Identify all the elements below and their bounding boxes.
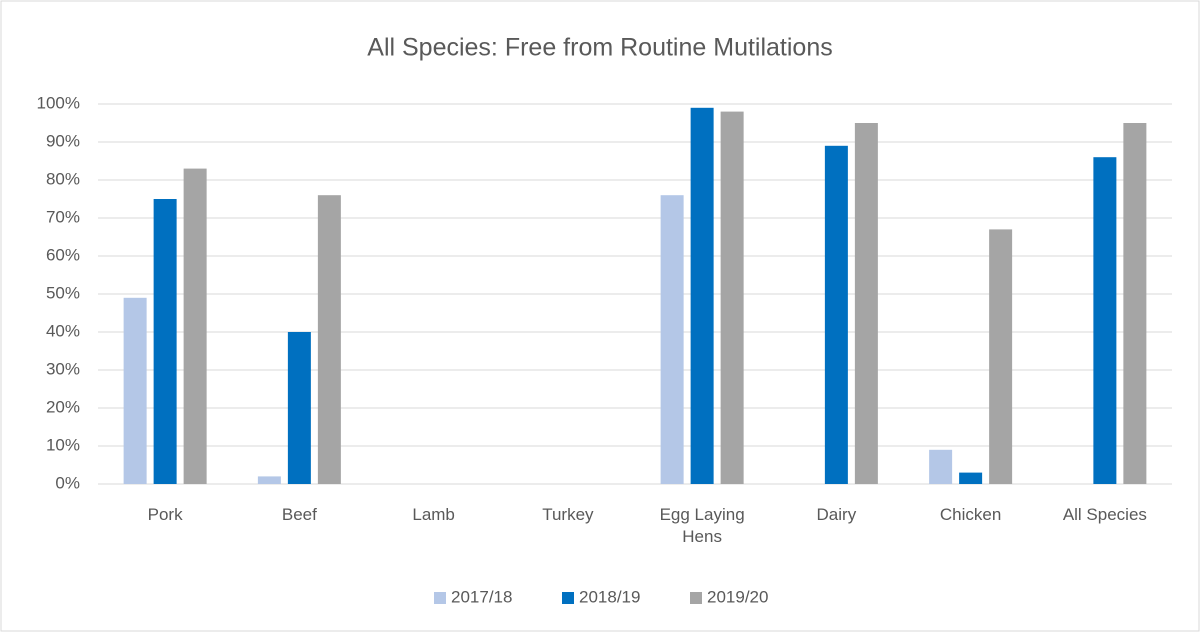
y-tick-label: 70% <box>46 207 80 226</box>
bar <box>959 472 983 484</box>
chart-title: All Species: Free from Routine Mutilatio… <box>367 34 832 62</box>
bar <box>929 449 953 484</box>
bar <box>317 195 341 484</box>
x-tick-label: Egg Laying Hens <box>659 505 745 546</box>
x-tick-label: Beef <box>281 505 317 524</box>
y-tick-label: 20% <box>46 397 80 416</box>
bar <box>153 199 177 484</box>
bar <box>854 123 878 484</box>
bar <box>1123 123 1147 484</box>
legend-swatch <box>690 592 702 604</box>
y-tick-label: 0% <box>55 473 80 492</box>
bar <box>123 297 147 484</box>
legend-label: 2018/19 <box>579 587 640 606</box>
bar <box>660 195 684 484</box>
bar <box>287 332 311 484</box>
bar <box>257 476 281 484</box>
x-tick-label: Dairy <box>816 505 857 524</box>
x-tick-label: Pork <box>147 505 183 524</box>
bar <box>690 107 714 485</box>
bar <box>183 168 207 484</box>
y-tick-label: 50% <box>46 283 80 302</box>
legend-swatch <box>562 592 574 604</box>
y-tick-label: 40% <box>46 321 80 340</box>
legend-label: 2017/18 <box>451 587 512 606</box>
bar <box>824 145 848 485</box>
x-tick-label: Chicken <box>939 505 1002 524</box>
y-tick-label: 30% <box>46 359 80 378</box>
bar <box>720 111 744 484</box>
bar <box>1093 157 1117 484</box>
bar <box>989 229 1013 484</box>
x-tick-label: Lamb <box>412 505 455 524</box>
legend-swatch <box>434 592 446 604</box>
y-tick-label: 90% <box>46 131 80 150</box>
legend-label: 2019/20 <box>707 587 768 606</box>
y-tick-label: 80% <box>46 169 80 188</box>
x-tick-label: Turkey <box>542 505 594 524</box>
y-tick-label: 100% <box>37 93 80 112</box>
x-tick-label: All Species <box>1062 505 1147 524</box>
y-tick-label: 60% <box>46 245 80 264</box>
y-tick-label: 10% <box>46 435 80 454</box>
